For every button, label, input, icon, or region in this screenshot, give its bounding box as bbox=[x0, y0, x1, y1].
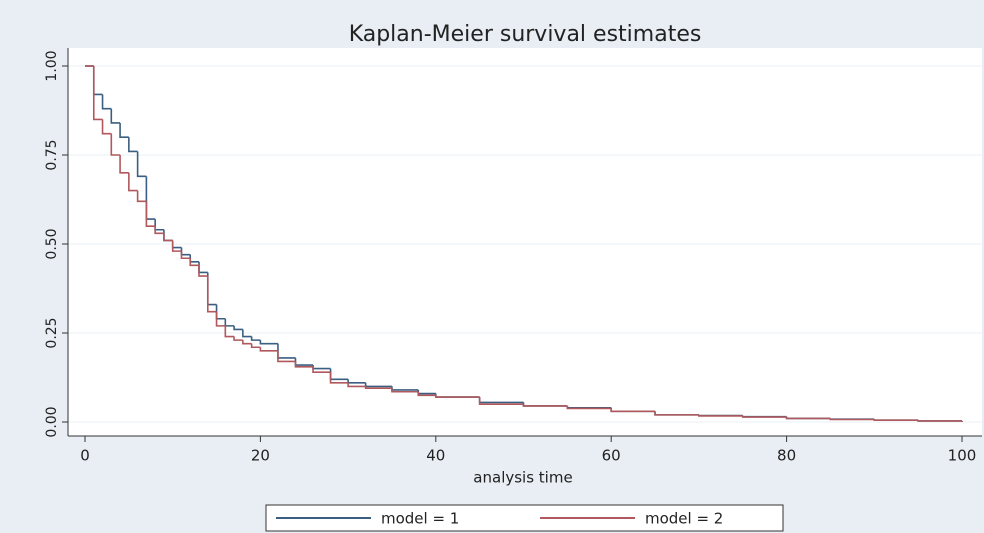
survival-step bbox=[101, 94, 112, 110]
survival-step bbox=[435, 395, 480, 398]
survival-step bbox=[206, 276, 217, 313]
survival-step bbox=[101, 119, 112, 135]
chart-title: Kaplan-Meier survival estimates bbox=[349, 22, 702, 47]
survival-step bbox=[180, 251, 191, 260]
survival-step bbox=[128, 137, 138, 153]
survival-step bbox=[250, 336, 261, 341]
y-tick-label: 0.25 bbox=[44, 317, 60, 348]
y-tick-label: 0.75 bbox=[44, 139, 60, 170]
survival-step bbox=[110, 108, 121, 124]
plot-area bbox=[68, 48, 982, 436]
survival-step bbox=[478, 397, 524, 405]
survival-step bbox=[128, 172, 138, 192]
survival-step bbox=[163, 233, 173, 242]
x-tick-label: 60 bbox=[602, 447, 621, 465]
x-tick-label: 80 bbox=[777, 447, 796, 465]
x-tick-label: 40 bbox=[426, 447, 445, 465]
survival-step bbox=[873, 419, 919, 422]
legend-label: model = 1 bbox=[381, 510, 459, 528]
survival-step bbox=[154, 226, 164, 235]
survival-step bbox=[277, 350, 296, 363]
survival-step bbox=[145, 201, 156, 227]
survival-step bbox=[329, 372, 349, 384]
legend-label: model = 2 bbox=[645, 510, 723, 528]
survival-step bbox=[242, 329, 252, 338]
y-tick-label: 0.50 bbox=[44, 228, 60, 259]
survival-step bbox=[741, 415, 787, 418]
survival-step bbox=[294, 361, 314, 368]
survival-step bbox=[119, 122, 129, 138]
survival-step bbox=[566, 405, 612, 410]
survival-step bbox=[119, 155, 129, 174]
survival-step bbox=[233, 336, 243, 341]
survival-step bbox=[522, 404, 568, 407]
survival-step bbox=[654, 411, 699, 416]
y-tick-label: 1.00 bbox=[44, 50, 60, 81]
survival-step bbox=[136, 190, 147, 203]
survival-step bbox=[259, 340, 278, 345]
x-tick-label: 20 bbox=[251, 447, 270, 465]
survival-step bbox=[698, 414, 743, 417]
survival-step bbox=[391, 388, 419, 393]
survival-step bbox=[417, 391, 436, 397]
survival-step bbox=[224, 325, 235, 338]
survival-step bbox=[242, 340, 252, 345]
survival-step bbox=[917, 420, 962, 422]
x-tick-label: 100 bbox=[948, 447, 977, 465]
y-tick-label: 0.00 bbox=[44, 406, 60, 437]
survival-step bbox=[364, 386, 392, 389]
survival-step bbox=[312, 366, 331, 373]
survival-step bbox=[189, 258, 200, 267]
survival-step bbox=[259, 347, 278, 352]
survival-step bbox=[171, 240, 182, 252]
survival-step bbox=[347, 382, 366, 388]
survival-step bbox=[829, 418, 875, 421]
survival-step bbox=[250, 343, 261, 349]
survival-step bbox=[92, 66, 103, 121]
survival-step bbox=[610, 408, 656, 413]
survival-step bbox=[215, 311, 226, 327]
survival-step bbox=[785, 417, 831, 420]
survival-step bbox=[198, 265, 208, 277]
survival-step bbox=[233, 325, 243, 331]
x-axis-label: analysis time bbox=[473, 469, 572, 487]
survival-step bbox=[110, 133, 121, 156]
x-tick-label: 0 bbox=[80, 447, 90, 465]
survival-step bbox=[136, 151, 147, 178]
